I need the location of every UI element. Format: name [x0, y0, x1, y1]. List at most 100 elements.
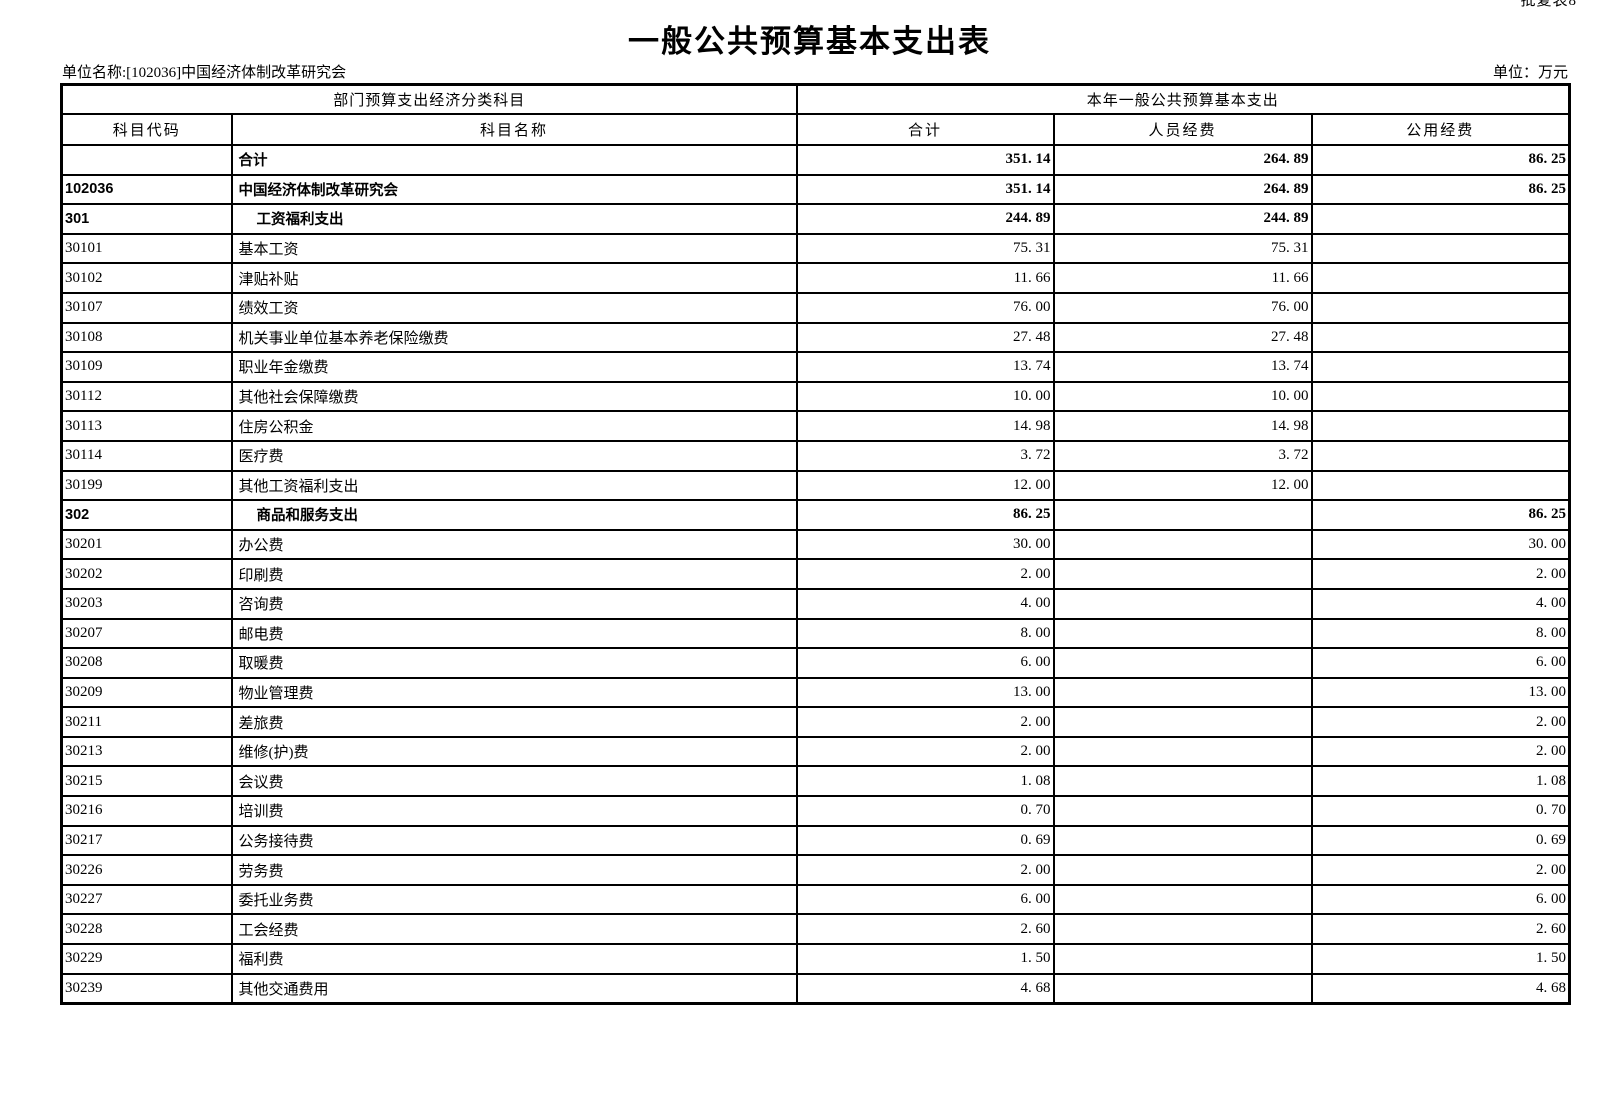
- cell-code: 102036: [60, 173, 233, 206]
- table-row: 30201 办公费 30. 00 30. 00: [60, 528, 1571, 561]
- meta-row: 单位名称:[102036]中国经济体制改革研究会 单位：万元: [62, 61, 1568, 82]
- cell-name: 医疗费: [230, 439, 798, 472]
- table-row: 102036 中国经济体制改革研究会 351. 14 264. 89 86. 2…: [60, 173, 1571, 206]
- cell-personnel: 3. 72: [1052, 439, 1313, 472]
- cell-code: 30107: [60, 291, 233, 324]
- cell-personnel: [1052, 943, 1313, 975]
- table-row: 30213 维修(护)费 2. 00 2. 00: [60, 735, 1571, 768]
- cell-public: 6. 00: [1310, 647, 1571, 679]
- group-header-left: 部门预算支出经济分类科目: [60, 83, 798, 115]
- cell-public: 2. 00: [1310, 558, 1571, 590]
- cell-code: 30207: [60, 617, 233, 650]
- table-row: 30114 医疗费 3. 72 3. 72: [60, 439, 1571, 472]
- cell-personnel: [1052, 735, 1313, 768]
- table-row: 30112 其他社会保障缴费 10. 00 10. 00: [60, 380, 1571, 413]
- cell-public: [1310, 351, 1571, 383]
- cell-public: 86. 25: [1310, 144, 1571, 176]
- corner-note: 批复表8: [1520, 0, 1577, 9]
- cell-name: 机关事业单位基本养老保险缴费: [230, 321, 798, 354]
- cell-personnel: [1052, 647, 1313, 679]
- cell-name: 津贴补贴: [230, 262, 798, 294]
- table-row: 30202 印刷费 2. 00 2. 00: [60, 558, 1571, 590]
- table-body: 合计 351. 14 264. 89 86. 25 102036 中国经济体制改…: [60, 144, 1571, 1005]
- column-header-row: 科目代码 科目名称 合计 人员经费 公用经费: [60, 113, 1571, 146]
- cell-personnel: [1052, 617, 1313, 650]
- cell-personnel: 75. 31: [1052, 232, 1313, 265]
- cell-total: 2. 00: [795, 706, 1055, 738]
- cell-code: 30229: [60, 943, 233, 975]
- cell-personnel: [1052, 528, 1313, 561]
- cell-public: 8. 00: [1310, 617, 1571, 650]
- column-header-total: 合计: [795, 113, 1055, 146]
- cell-name: 印刷费: [230, 558, 798, 590]
- table-row: 30216 培训费 0. 70 0. 70: [60, 795, 1571, 827]
- cell-total: 8. 00: [795, 617, 1055, 650]
- table-row: 30113 住房公积金 14. 98 14. 98: [60, 410, 1571, 442]
- cell-public: 86. 25: [1310, 173, 1571, 206]
- cell-code: 30215: [60, 765, 233, 798]
- cell-personnel: [1052, 706, 1313, 738]
- cell-code: 30113: [60, 410, 233, 442]
- cell-personnel: [1052, 558, 1313, 590]
- cell-total: 12. 00: [795, 469, 1055, 502]
- unit-name-label: 单位名称:[102036]中国经济体制改革研究会: [62, 65, 347, 81]
- cell-public: 4. 00: [1310, 587, 1571, 620]
- cell-public: 30. 00: [1310, 528, 1571, 561]
- cell-public: 0. 69: [1310, 824, 1571, 857]
- cell-total: 11. 66: [795, 262, 1055, 294]
- table-row: 30102 津贴补贴 11. 66 11. 66: [60, 262, 1571, 294]
- cell-name: 住房公积金: [230, 410, 798, 442]
- cell-total: 27. 48: [795, 321, 1055, 354]
- cell-public: 2. 00: [1310, 735, 1571, 768]
- cell-code: 30199: [60, 469, 233, 502]
- cell-personnel: [1052, 883, 1313, 916]
- cell-code: 30208: [60, 647, 233, 679]
- cell-name: 培训费: [230, 795, 798, 827]
- cell-total: 4. 00: [795, 587, 1055, 620]
- cell-total: 13. 00: [795, 676, 1055, 709]
- cell-public: 1. 50: [1310, 943, 1571, 975]
- cell-public: [1310, 410, 1571, 442]
- cell-code: 30228: [60, 913, 233, 946]
- cell-name: 物业管理费: [230, 676, 798, 709]
- cell-name: 绩效工资: [230, 291, 798, 324]
- cell-name: 合计: [230, 144, 798, 176]
- cell-public: [1310, 380, 1571, 413]
- table-row: 302 商品和服务支出 86. 25 86. 25: [60, 499, 1571, 531]
- cell-name: 取暖费: [230, 647, 798, 679]
- cell-name: 工会经费: [230, 913, 798, 946]
- cell-code: 30109: [60, 351, 233, 383]
- cell-total: 351. 14: [795, 144, 1055, 176]
- table-row: 30209 物业管理费 13. 00 13. 00: [60, 676, 1571, 709]
- cell-code: 30101: [60, 232, 233, 265]
- cell-code: [60, 144, 233, 176]
- cell-personnel: 264. 89: [1052, 173, 1313, 206]
- cell-total: 30. 00: [795, 528, 1055, 561]
- cell-code: 30201: [60, 528, 233, 561]
- cell-name: 其他交通费用: [230, 972, 798, 1005]
- cell-name: 劳务费: [230, 854, 798, 886]
- cell-public: 4. 68: [1310, 972, 1571, 1005]
- cell-personnel: 14. 98: [1052, 410, 1313, 442]
- cell-code: 302: [60, 499, 233, 531]
- cell-name: 商品和服务支出: [230, 499, 798, 531]
- table-row: 30226 劳务费 2. 00 2. 00: [60, 854, 1571, 886]
- cell-code: 30202: [60, 558, 233, 590]
- cell-total: 351. 14: [795, 173, 1055, 206]
- cell-code: 30203: [60, 587, 233, 620]
- cell-personnel: 12. 00: [1052, 469, 1313, 502]
- cell-code: 30209: [60, 676, 233, 709]
- cell-public: 13. 00: [1310, 676, 1571, 709]
- cell-public: [1310, 262, 1571, 294]
- cell-total: 13. 74: [795, 351, 1055, 383]
- table-row: 30228 工会经费 2. 60 2. 60: [60, 913, 1571, 946]
- column-header-name: 科目名称: [230, 113, 798, 146]
- cell-code: 30112: [60, 380, 233, 413]
- cell-public: [1310, 439, 1571, 472]
- cell-public: [1310, 203, 1571, 235]
- page-title: 一般公共预算基本支出表: [628, 24, 991, 59]
- cell-total: 14. 98: [795, 410, 1055, 442]
- cell-total: 1. 08: [795, 765, 1055, 798]
- cell-personnel: [1052, 854, 1313, 886]
